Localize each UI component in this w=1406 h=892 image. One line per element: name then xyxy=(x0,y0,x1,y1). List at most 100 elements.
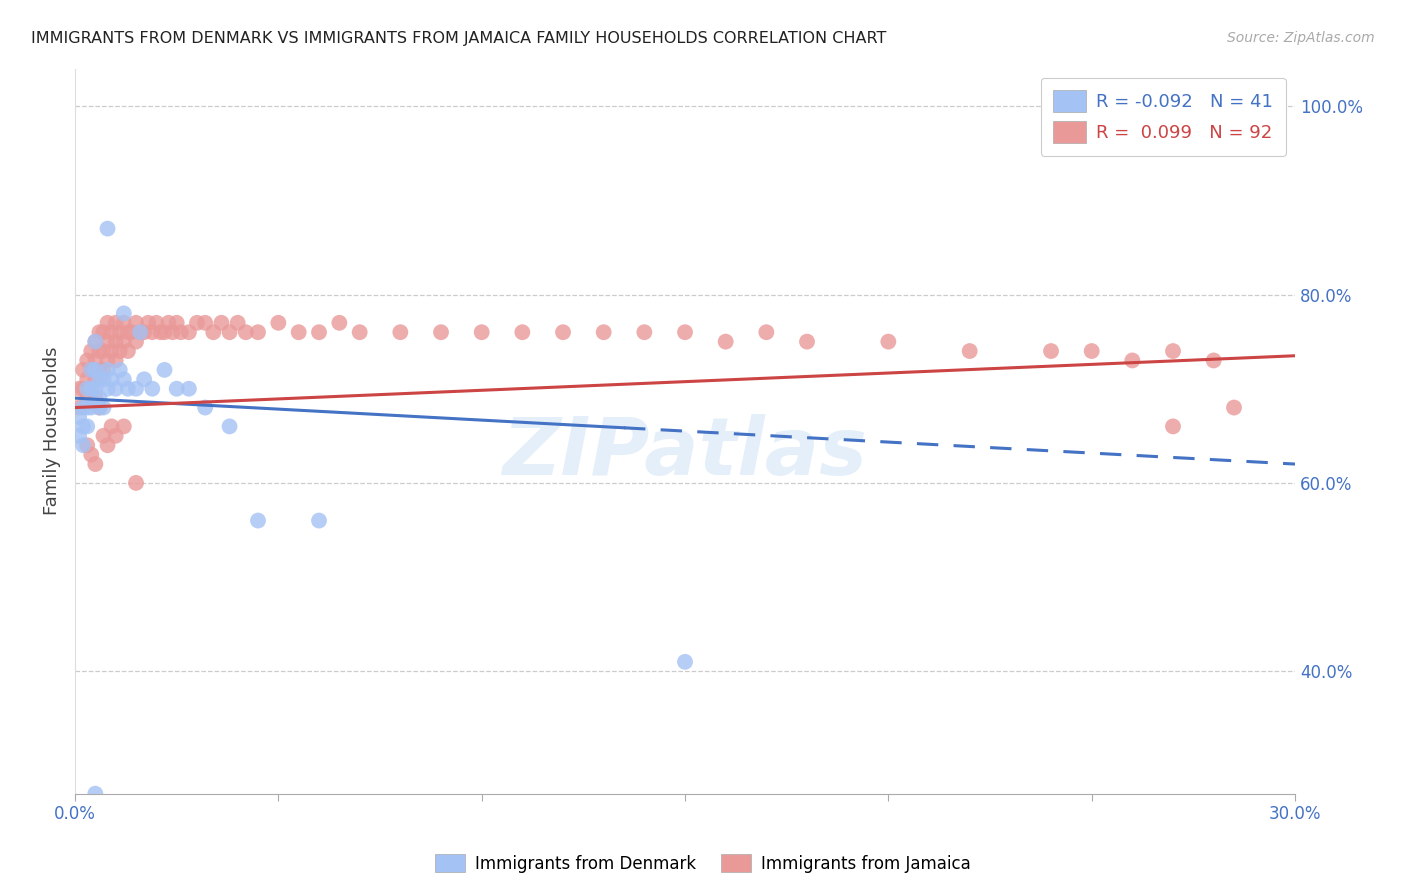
Point xyxy=(471,325,494,339)
Point xyxy=(84,372,107,386)
Point xyxy=(84,391,107,405)
Point xyxy=(84,787,107,801)
Point xyxy=(218,325,240,339)
Point xyxy=(136,316,159,330)
Point xyxy=(93,363,115,377)
Text: Source: ZipAtlas.com: Source: ZipAtlas.com xyxy=(1227,31,1375,45)
Point xyxy=(959,344,981,359)
Y-axis label: Family Households: Family Households xyxy=(44,347,60,516)
Point xyxy=(80,448,103,462)
Point xyxy=(89,363,111,377)
Point xyxy=(67,429,90,443)
Point xyxy=(218,419,240,434)
Point xyxy=(166,382,188,396)
Point xyxy=(76,382,98,396)
Point xyxy=(877,334,900,349)
Point xyxy=(89,401,111,415)
Point xyxy=(96,438,118,452)
Point xyxy=(72,363,94,377)
Point xyxy=(84,363,107,377)
Point xyxy=(170,325,193,339)
Point xyxy=(89,372,111,386)
Point xyxy=(134,325,156,339)
Point xyxy=(84,457,107,471)
Point xyxy=(328,316,350,330)
Point xyxy=(96,353,118,368)
Point xyxy=(76,391,98,405)
Point xyxy=(633,325,655,339)
Point xyxy=(194,316,217,330)
Point xyxy=(84,353,107,368)
Point xyxy=(67,382,90,396)
Point xyxy=(104,353,127,368)
Point xyxy=(76,401,98,415)
Point xyxy=(96,221,118,235)
Point xyxy=(153,325,176,339)
Point xyxy=(157,316,180,330)
Point xyxy=(121,325,143,339)
Point xyxy=(89,325,111,339)
Point xyxy=(100,419,122,434)
Point xyxy=(177,382,200,396)
Point xyxy=(129,325,152,339)
Point xyxy=(93,401,115,415)
Point xyxy=(108,344,131,359)
Point xyxy=(145,316,167,330)
Point xyxy=(209,316,232,330)
Point xyxy=(166,316,188,330)
Point xyxy=(76,353,98,368)
Point xyxy=(235,325,257,339)
Point xyxy=(112,419,135,434)
Point xyxy=(162,325,184,339)
Point xyxy=(80,382,103,396)
Point xyxy=(129,325,152,339)
Point xyxy=(186,316,208,330)
Point xyxy=(153,363,176,377)
Point xyxy=(247,325,270,339)
Point xyxy=(72,438,94,452)
Point xyxy=(267,316,290,330)
Point xyxy=(84,382,107,396)
Point xyxy=(104,334,127,349)
Point xyxy=(1121,353,1143,368)
Point xyxy=(108,325,131,339)
Point xyxy=(1080,344,1102,359)
Point xyxy=(93,325,115,339)
Point xyxy=(104,316,127,330)
Point xyxy=(112,372,135,386)
Point xyxy=(125,382,148,396)
Point xyxy=(1040,344,1063,359)
Point xyxy=(141,382,163,396)
Point xyxy=(117,344,139,359)
Point xyxy=(76,372,98,386)
Point xyxy=(72,382,94,396)
Point xyxy=(134,372,156,386)
Point xyxy=(308,325,330,339)
Point xyxy=(796,334,818,349)
Point xyxy=(104,382,127,396)
Point xyxy=(714,334,737,349)
Point xyxy=(108,363,131,377)
Point xyxy=(1161,344,1184,359)
Point xyxy=(100,372,122,386)
Point xyxy=(673,655,696,669)
Point xyxy=(125,316,148,330)
Point xyxy=(112,316,135,330)
Legend: R = -0.092   N = 41, R =  0.099   N = 92: R = -0.092 N = 41, R = 0.099 N = 92 xyxy=(1040,78,1286,156)
Point xyxy=(93,344,115,359)
Point xyxy=(93,429,115,443)
Point xyxy=(84,334,107,349)
Legend: Immigrants from Denmark, Immigrants from Jamaica: Immigrants from Denmark, Immigrants from… xyxy=(429,847,977,880)
Point xyxy=(551,325,574,339)
Point xyxy=(226,316,249,330)
Text: ZIPatlas: ZIPatlas xyxy=(502,414,868,491)
Point xyxy=(84,334,107,349)
Point xyxy=(112,334,135,349)
Point xyxy=(89,401,111,415)
Point xyxy=(1202,353,1225,368)
Point xyxy=(308,514,330,528)
Point xyxy=(117,382,139,396)
Point xyxy=(72,419,94,434)
Point xyxy=(125,475,148,490)
Point xyxy=(349,325,371,339)
